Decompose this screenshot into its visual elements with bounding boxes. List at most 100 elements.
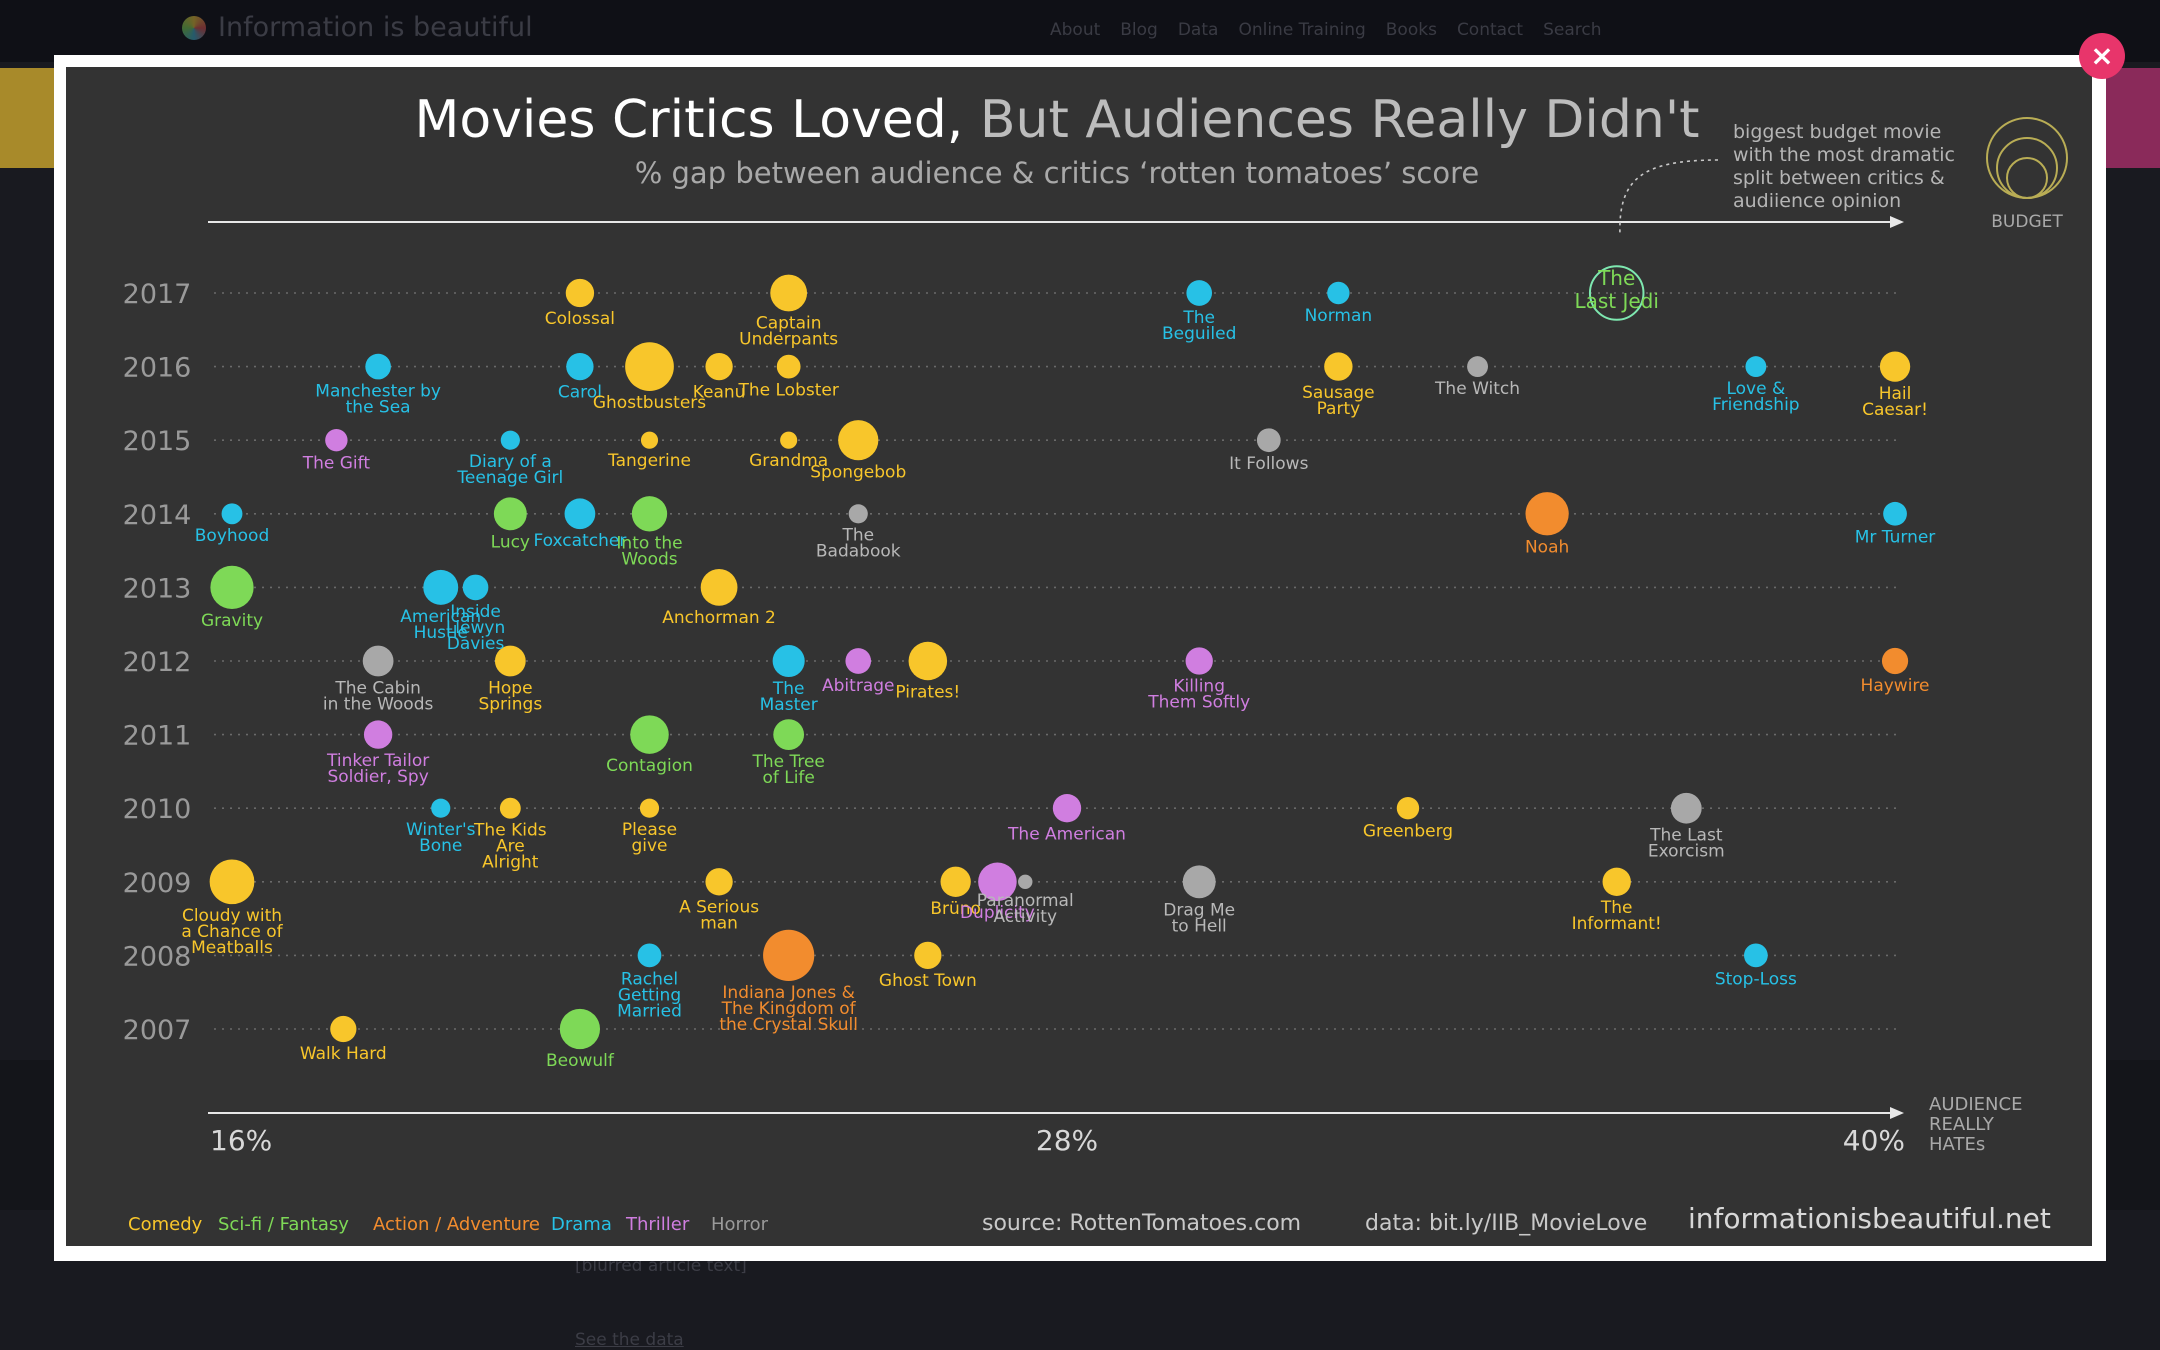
movie-label: Contagion bbox=[606, 756, 693, 776]
genre-legend-item: Sci-fi / Fantasy bbox=[218, 1214, 349, 1235]
movie-bubble bbox=[1883, 501, 1907, 526]
movie-label: Stop-Loss bbox=[1715, 969, 1797, 989]
site-menu-item[interactable]: Books bbox=[1385, 20, 1437, 40]
year-label: 2013 bbox=[123, 573, 192, 604]
movie-label: Haywire bbox=[1861, 676, 1930, 696]
movie-bubble bbox=[1745, 356, 1767, 378]
movie-label: Love & bbox=[1726, 379, 1785, 399]
movie-label: American bbox=[400, 607, 481, 627]
movie-label: Into the bbox=[616, 533, 682, 553]
movie-bubble bbox=[773, 719, 805, 750]
movie-label: Anchorman 2 bbox=[662, 608, 776, 628]
movie-label: Walk Hard bbox=[300, 1044, 387, 1064]
movie-bubble bbox=[566, 352, 594, 381]
movie-label: The bbox=[841, 525, 874, 545]
movie-bubble bbox=[772, 644, 805, 678]
movie-bubble bbox=[848, 504, 868, 524]
budget-legend-label: BUDGET bbox=[1991, 212, 2063, 232]
movie-bubble bbox=[209, 859, 255, 905]
movie-label: The Kingdom of bbox=[721, 999, 857, 1019]
chart-title: Movies Critics Loved, But Audiences Real… bbox=[414, 90, 1699, 150]
movie-label: Spongebob bbox=[810, 462, 906, 482]
site-menu-item[interactable]: Online Training bbox=[1238, 20, 1366, 40]
movie-bubble bbox=[637, 943, 662, 968]
movie-bubble bbox=[700, 569, 738, 606]
chart-subtitle: % gap between audience & critics ‘rotten… bbox=[635, 156, 1479, 190]
movie-bubble bbox=[1018, 874, 1033, 890]
year-label: 2017 bbox=[123, 279, 192, 310]
movie-bubble bbox=[493, 497, 527, 531]
movie-label: to Hell bbox=[1172, 916, 1227, 936]
movie-label: Caesar! bbox=[1862, 400, 1928, 420]
annotation-line: audiience opinion bbox=[1733, 190, 1901, 212]
logo-icon bbox=[182, 15, 206, 40]
movie-label: Last Jedi bbox=[1574, 289, 1658, 313]
movie-label: The Tree bbox=[751, 752, 824, 772]
movie-label: Carol bbox=[558, 382, 602, 402]
movie-label: Master bbox=[760, 695, 818, 715]
movie-label: Paranormal bbox=[977, 891, 1074, 911]
movie-label: Gravity bbox=[201, 611, 263, 631]
movie-label: Drag Me bbox=[1163, 900, 1235, 920]
movie-label: Boyhood bbox=[195, 526, 270, 546]
movie-label: The Gift bbox=[302, 453, 371, 473]
movie-label: of Life bbox=[762, 768, 814, 788]
movie-bubble bbox=[330, 1015, 357, 1043]
data-link: data: bit.ly/IIB_MovieLove bbox=[1365, 1211, 1647, 1236]
site-menu-item[interactable]: About bbox=[1050, 20, 1101, 40]
movie-label: Indiana Jones & bbox=[722, 983, 854, 1003]
movie-label: Them Softly bbox=[1147, 693, 1250, 713]
movie-label: Underpants bbox=[739, 329, 838, 349]
movie-label: Bone bbox=[419, 836, 462, 856]
movie-bubble bbox=[1327, 281, 1350, 305]
movie-label: Greenberg bbox=[1363, 821, 1453, 841]
see-data-link[interactable]: See the data bbox=[575, 1330, 684, 1350]
movie-bubble bbox=[221, 503, 243, 525]
movie-bubble bbox=[940, 866, 971, 897]
site-menu-item[interactable]: Search bbox=[1543, 20, 1602, 40]
site-menu-item[interactable]: Data bbox=[1177, 20, 1219, 40]
movie-label: Pirates! bbox=[895, 682, 960, 702]
x-tick-label: 16% bbox=[210, 1124, 272, 1157]
year-label: 2014 bbox=[123, 500, 192, 531]
movie-label: Manchester by bbox=[315, 381, 441, 401]
movie-label: Norman bbox=[1305, 306, 1373, 326]
genre-legend-item: Horror bbox=[711, 1214, 769, 1235]
movie-label: in the Woods bbox=[323, 694, 434, 714]
movie-label: Hustle bbox=[414, 623, 468, 643]
movie-label: Ghost Town bbox=[879, 971, 977, 991]
movie-bubble bbox=[763, 929, 815, 982]
movie-bubble bbox=[776, 354, 801, 379]
movie-label: A Serious bbox=[679, 897, 759, 917]
annotation-line: split between critics & bbox=[1733, 167, 1945, 189]
site-menu-item[interactable]: Contact bbox=[1456, 20, 1524, 40]
movie-bubble bbox=[1588, 265, 1645, 321]
budget-legend-circle bbox=[1996, 137, 2058, 199]
movie-label: Abitrage bbox=[822, 676, 894, 696]
movie-bubble bbox=[1467, 356, 1488, 378]
movie-label: Llewyn bbox=[446, 618, 505, 638]
movie-label: The bbox=[1182, 308, 1215, 328]
movie-bubble bbox=[914, 941, 942, 970]
movie-label: Beowulf bbox=[546, 1051, 615, 1071]
title-part-bold: Movies Critics Loved, bbox=[414, 90, 963, 150]
site-logo[interactable]: Information is beautiful bbox=[182, 12, 533, 43]
movie-bubble bbox=[499, 797, 521, 819]
movie-label: a Chance of bbox=[181, 922, 283, 942]
movie-label: Tinker Tailor bbox=[326, 751, 429, 771]
movie-bubble bbox=[1052, 794, 1082, 823]
year-label: 2011 bbox=[123, 721, 192, 752]
x-axis-label: HATEs bbox=[1929, 1134, 1985, 1155]
close-button[interactable]: × bbox=[2079, 33, 2125, 79]
annotation-line: biggest budget movie bbox=[1733, 121, 1941, 143]
movie-label: Mr Turner bbox=[1855, 528, 1936, 548]
movie-bubble bbox=[1602, 867, 1631, 896]
movie-label: The Kids bbox=[473, 821, 547, 841]
movie-label: Duplicity bbox=[960, 903, 1035, 923]
site-menu-item[interactable]: Blog bbox=[1120, 20, 1158, 40]
movie-bubble bbox=[500, 430, 520, 450]
movie-bubble bbox=[365, 353, 391, 380]
movie-bubble bbox=[1256, 428, 1281, 453]
movie-label: Tangerine bbox=[607, 451, 691, 471]
genre-legend-item: Action / Adventure bbox=[373, 1214, 540, 1235]
